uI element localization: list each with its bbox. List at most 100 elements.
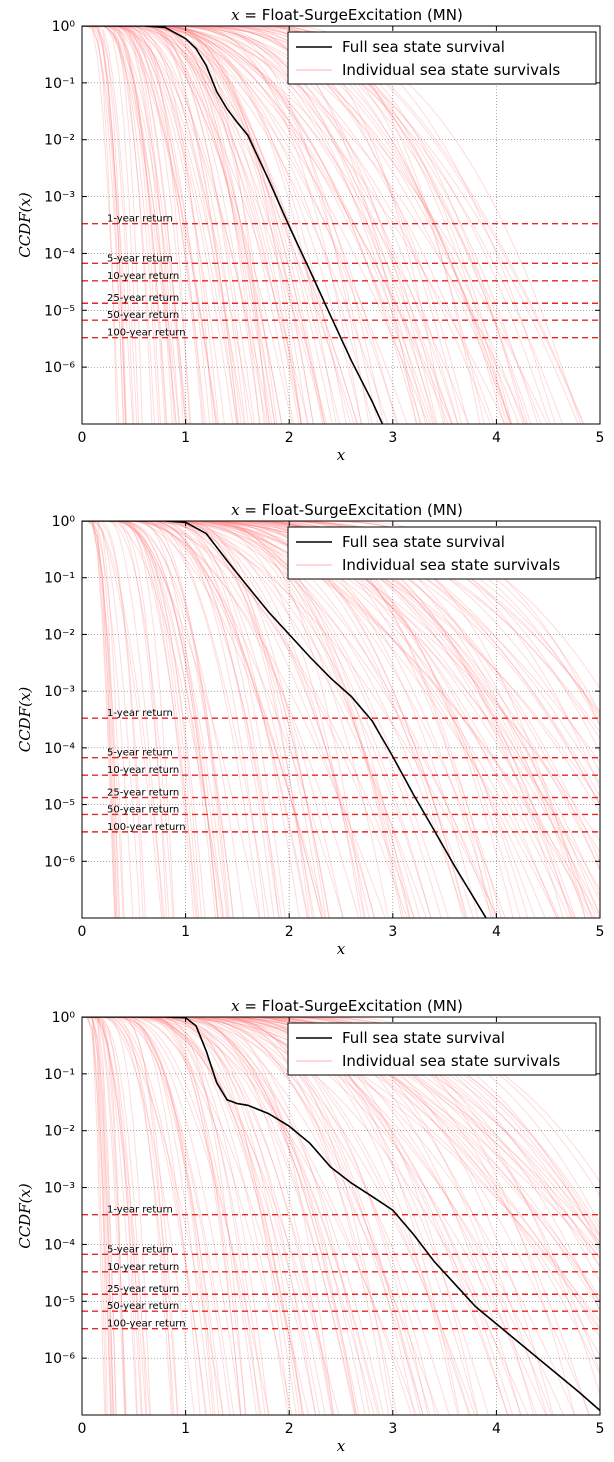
individual-curve: [82, 1017, 212, 1415]
individual-curve: [82, 521, 174, 918]
individual-curve: [82, 26, 214, 424]
individual-curve: [82, 26, 217, 424]
individual-curve: [82, 1017, 379, 1415]
individual-curve: [82, 26, 205, 424]
individual-curve: [82, 1017, 262, 1415]
y-tick-label: 10⁻¹: [44, 76, 75, 92]
individual-curve: [82, 26, 463, 424]
return-label: 100-year return: [107, 328, 186, 339]
individual-curve: [82, 26, 303, 424]
individual-curve: [82, 521, 223, 918]
y-tick-label: 10⁻¹: [44, 571, 75, 587]
y-tick-label: 10⁻⁶: [44, 1351, 75, 1367]
individual-curve: [82, 26, 373, 424]
individual-curve: [82, 521, 219, 918]
individual-curve: [82, 26, 453, 424]
return-label: 25-year return: [107, 1284, 179, 1295]
individual-curve: [82, 1017, 235, 1415]
individual-curves: [82, 26, 585, 424]
individual-curve: [82, 26, 379, 424]
individual-curve: [82, 26, 337, 424]
individual-curve: [82, 521, 558, 918]
plot-area: [82, 521, 600, 918]
return-levels: 1-year return 5-year return 10-year return…: [82, 214, 600, 339]
individual-curve: [82, 26, 217, 424]
individual-curve: [82, 1017, 310, 1415]
individual-curve: [82, 26, 249, 424]
individual-curve: [82, 521, 600, 720]
y-tick-label: 10⁻⁵: [44, 303, 75, 319]
return-label: 50-year return: [107, 310, 179, 321]
individual-curve: [82, 26, 239, 424]
individual-curve: [82, 1017, 412, 1415]
individual-curve: [82, 26, 273, 424]
individual-curve: [82, 1017, 576, 1415]
individual-curve: [82, 521, 326, 918]
individual-curve: [82, 1017, 470, 1415]
individual-curve: [82, 1017, 242, 1415]
individual-curve: [82, 1017, 224, 1415]
chart-title: x = Float-SurgeExcitation (MN): [231, 997, 463, 1015]
individual-curve: [82, 26, 175, 424]
chart-3: 1-year return 5-year return 10-year return…: [16, 997, 604, 1455]
individual-curve: [82, 26, 362, 424]
legend: Full sea state survival Individual sea st…: [287, 31, 597, 85]
individual-curve: [82, 26, 453, 424]
individual-curve: [82, 26, 370, 424]
individual-curve: [82, 26, 246, 424]
individual-curve: [82, 521, 344, 918]
individual-curve: [82, 26, 206, 424]
y-tick-label: 10⁻⁶: [44, 360, 75, 376]
x-tick-label: 0: [78, 430, 87, 446]
return-label: 50-year return: [107, 1301, 179, 1312]
individual-curve: [82, 26, 427, 424]
individual-curve: [82, 521, 270, 918]
legend-label-full: Full sea state survival: [342, 38, 505, 56]
title-text: = Float-SurgeExcitation (MN): [240, 997, 463, 1015]
return-label: 50-year return: [107, 804, 179, 815]
individual-curve: [82, 1017, 424, 1415]
individual-curve: [82, 26, 260, 424]
individual-curve: [82, 1017, 293, 1415]
individual-curve: [82, 521, 197, 918]
y-tick-label: 10⁻¹: [44, 1067, 75, 1083]
individual-curve: [82, 521, 234, 918]
individual-curve: [82, 26, 255, 424]
x-tick-label: 5: [596, 430, 605, 446]
individual-curve: [82, 521, 468, 918]
individual-curve: [82, 1017, 258, 1415]
individual-curve: [82, 26, 520, 424]
individual-curve: [82, 521, 546, 918]
individual-curve: [82, 26, 271, 424]
legend-box: [287, 526, 597, 580]
legend-label-individual: Individual sea state survivals: [342, 1052, 560, 1070]
individual-curve: [82, 521, 200, 918]
individual-curve: [82, 521, 330, 918]
individual-curve: [82, 26, 278, 424]
individual-curve: [82, 521, 442, 918]
individual-curve: [82, 1017, 246, 1415]
x-tick-label: 1: [181, 430, 190, 446]
individual-curve: [82, 1017, 381, 1415]
individual-curve: [82, 1017, 303, 1415]
individual-curve: [82, 26, 265, 424]
legend-label-individual: Individual sea state survivals: [342, 556, 560, 574]
individual-curve: [82, 521, 344, 918]
individual-curve: [82, 521, 366, 918]
individual-curve: [82, 1017, 600, 1249]
individual-curve: [82, 521, 600, 753]
individual-curve: [82, 1017, 366, 1415]
y-tick-label: 10⁻⁵: [44, 1294, 75, 1310]
individual-curve: [82, 521, 389, 918]
individual-curve: [82, 1017, 440, 1415]
individual-curve: [82, 1017, 476, 1415]
individual-curve: [82, 521, 230, 918]
x-axis-label: x: [337, 1437, 346, 1455]
individual-curve: [82, 1017, 201, 1415]
individual-curve: [82, 521, 415, 918]
individual-curve: [82, 26, 437, 424]
plot-frame: [81, 1016, 601, 1416]
individual-curve: [82, 521, 234, 918]
individual-curve: [82, 1017, 509, 1415]
